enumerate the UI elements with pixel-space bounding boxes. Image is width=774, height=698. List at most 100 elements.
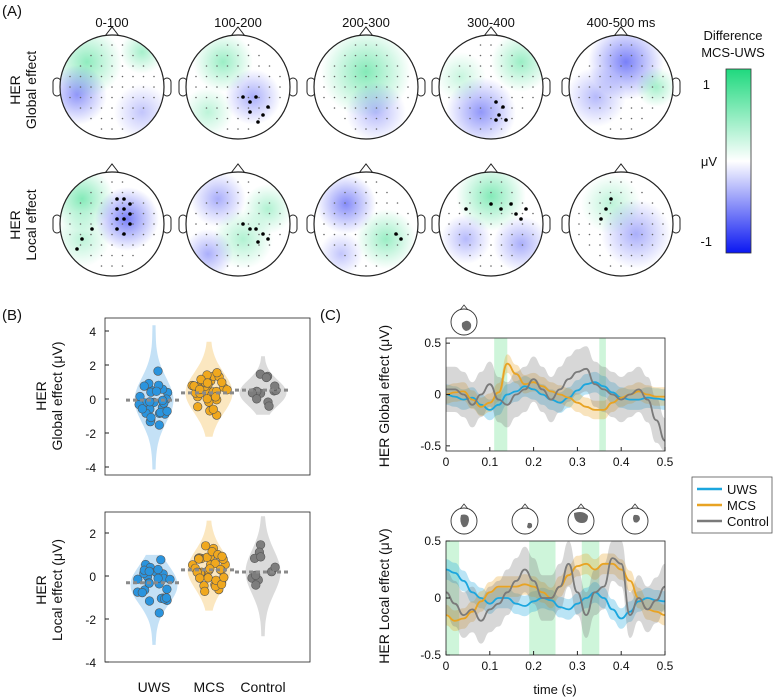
electrode [490,117,492,120]
electrode [344,117,346,120]
electrode [641,202,643,204]
data-point-uws [137,587,147,598]
ytick-label: 0.5 [424,534,441,548]
electrode [121,244,124,246]
electrode [500,117,503,120]
electrode [386,233,388,236]
data-point-uws [162,406,172,416]
tg-ylabel-line1: HER Global effect (μV) [376,325,392,467]
electrode [205,212,208,215]
topomap-field [439,35,543,139]
electrode [511,191,513,194]
data-point-mcs [212,368,222,378]
electrode [396,107,399,109]
electrode [588,86,591,88]
electrode [333,107,336,109]
topomap-field [581,174,671,269]
electrode [153,233,155,236]
electrode [354,244,357,246]
electrode [344,223,346,225]
electrode [578,233,580,236]
topomap-time-headers: 0-100 100-200 200-300 300-400 400-500 ms [95,15,655,30]
electrode [279,223,281,225]
data-point-uws [153,564,163,575]
electrode [620,233,622,236]
electrode [375,223,378,225]
electrode [375,181,378,183]
significant-electrode [604,207,608,211]
electrode [375,265,378,267]
electrode [511,107,513,109]
electrode [79,65,82,67]
electrode [521,212,524,215]
electrode [620,117,622,120]
nose [483,163,499,174]
electrode [333,86,336,88]
electrode [354,233,357,236]
electrode [79,202,82,204]
band-control [446,346,665,451]
electrode [500,86,503,88]
electrode [469,117,471,120]
electrode [578,75,580,78]
significant-electrode [80,237,84,241]
electrode [479,191,482,194]
significant-electrode [494,118,498,122]
electrode [344,212,346,215]
head-outline [568,171,674,277]
electrode [100,265,103,267]
electrode [630,233,633,236]
xtick-label: 0.2 [525,659,542,673]
electrode [641,86,643,88]
panel-label-a: (A) [2,3,22,20]
electrode [630,265,633,267]
vl-ytick-2: -2 [85,613,96,627]
topomap-blob [441,214,491,264]
electrode [609,44,612,46]
electrode [195,86,197,88]
head-outline [185,171,291,277]
electrode [407,233,409,236]
electrode [588,202,591,204]
topomap-blob [316,174,376,234]
electrode [479,44,482,46]
line-control [445,557,666,622]
significant-electrode [128,202,132,206]
electrode [237,96,239,99]
electrode [216,223,218,225]
electrode [407,212,409,215]
electrode [216,244,218,246]
electrode [396,96,399,99]
significant-electrode [261,113,265,117]
electrode [111,96,113,99]
topomap-blob [186,229,233,276]
electrode [620,128,622,130]
electrode [620,75,622,78]
electrode [641,223,643,225]
significance-window [599,338,606,451]
electrode [630,65,633,67]
row-label-global: HER Global effect [7,51,39,129]
electrode [111,233,113,236]
electrode [132,107,134,109]
electrode [344,75,346,78]
electrode [630,191,633,194]
electrode [375,212,378,215]
electrode [90,107,92,109]
electrode [216,54,218,57]
significant-electrode [254,95,258,99]
electrode [354,191,357,194]
electrode [396,65,399,67]
electrode [620,96,622,99]
electrode [237,65,239,67]
electrode [599,233,601,236]
xtick-label: 0.4 [613,455,630,469]
electrode [142,212,145,215]
electrode [226,44,229,46]
electrode [490,44,492,46]
topomap-r1-c4 [561,163,681,277]
mini-region [460,514,469,528]
electrode [641,96,643,99]
significant-electrode [256,120,260,124]
nose [358,26,374,37]
